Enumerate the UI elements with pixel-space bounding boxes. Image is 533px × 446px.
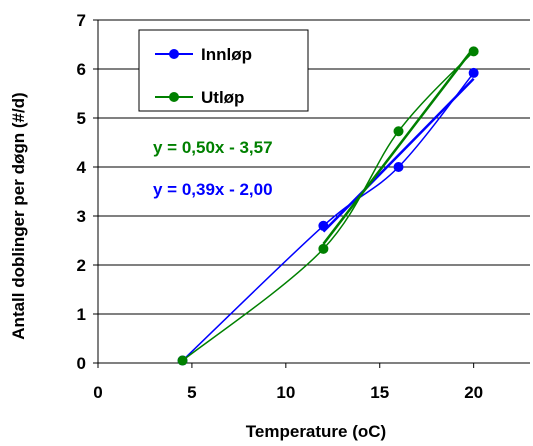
y-tick-label-6: 6 (77, 60, 86, 79)
x-tick-label-15: 15 (370, 383, 389, 402)
legend: Innløp Utløp (138, 29, 309, 112)
axes (93, 19, 530, 368)
x-axis-title: Temperature (oC) (246, 422, 386, 441)
x-tick-label-10: 10 (276, 383, 295, 402)
data-point-0-2 (393, 162, 404, 172)
legend-item-innlop: Innløp (155, 45, 252, 64)
data-point-0-3 (468, 67, 479, 78)
legend-item-utlop: Utløp (155, 88, 244, 107)
tick-labels: 0 1 2 3 4 5 6 7 0 5 10 15 20 (77, 11, 484, 402)
y-axis-title: Antall doblinger per døgn (#/d) (9, 92, 28, 339)
x-tick-label-5: 5 (187, 383, 196, 402)
series-line-0 (182, 72, 475, 362)
legend-label-innlop: Innløp (201, 45, 252, 64)
legend-label-utlop: Utløp (201, 88, 244, 107)
trendline-equation-innlop: y = 0,39x - 2,00 (153, 180, 273, 199)
data-point-0-1 (318, 220, 329, 231)
y-tick-label-4: 4 (77, 158, 87, 177)
legend-marker-utlop (169, 92, 179, 102)
y-tick-label-1: 1 (77, 305, 86, 324)
trendline-equation-utlop: y = 0,50x - 3,57 (153, 138, 273, 157)
data-point-1-1 (318, 243, 329, 254)
x-tick-label-0: 0 (93, 383, 102, 402)
x-tick-label-20: 20 (464, 383, 483, 402)
trendline-1 (322, 47, 475, 245)
data-point-1-0 (177, 355, 188, 366)
legend-marker-innlop (169, 49, 179, 59)
y-tick-label-0: 0 (77, 354, 86, 373)
y-tick-label-3: 3 (77, 207, 86, 226)
y-tick-label-7: 7 (77, 11, 86, 30)
series-line-1 (182, 50, 475, 362)
y-tick-label-5: 5 (77, 109, 86, 128)
trendline-0 (322, 77, 475, 233)
data-point-1-2 (393, 126, 404, 137)
y-tick-label-2: 2 (77, 256, 86, 275)
series (177, 46, 479, 366)
data-point-1-3 (468, 46, 479, 57)
